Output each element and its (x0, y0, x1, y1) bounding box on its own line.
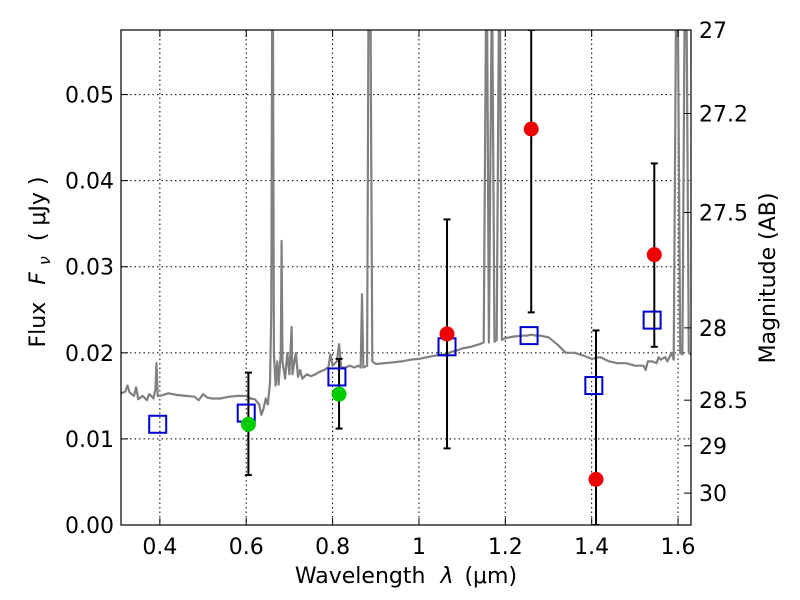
model-square-point (642, 310, 662, 330)
green-data-point (240, 416, 256, 432)
x-axis-label-unit: (μm) (464, 564, 517, 589)
red-data-point (439, 326, 455, 342)
y-axis-label-right: Magnitude (AB) (756, 193, 781, 364)
axis-ticks: 0.4 0.6 0.8 1 1.2 1.4 1.6 0.00 0.01 0.02 0.03 0.04 0… (65, 19, 748, 560)
red-data-point (588, 471, 604, 487)
y-axis-label-text: Flux (26, 302, 51, 348)
red-data-point (646, 247, 662, 263)
model-square-point (584, 376, 604, 396)
right-tick-label: 28.5 (699, 389, 748, 414)
y-axis-label-unit: ( μJy ) (26, 177, 51, 242)
plot-frame (120, 29, 692, 526)
x-axis-label: Wavelength λ (μm) (295, 564, 517, 589)
right-tick-label: 27.2 (699, 103, 748, 128)
y-axis-label-subscript: ν (35, 256, 54, 265)
x-tick-label: 1.4 (574, 535, 609, 560)
right-tick-label: 27 (699, 19, 727, 44)
y-tick-label: 0.02 (65, 342, 114, 367)
model-square-point (148, 414, 168, 434)
right-tick-label: 29 (699, 435, 727, 460)
model-square-point (519, 326, 539, 346)
grid-lines (121, 30, 691, 525)
y-axis-label-left: Flux F ν ( μJy ) (26, 177, 56, 348)
y-tick-label: 0.03 (65, 256, 114, 281)
x-tick-label: 0.4 (142, 535, 177, 560)
x-tick-label: 1.2 (488, 535, 523, 560)
right-tick-label: 30 (699, 482, 727, 507)
y-tick-label: 0.01 (65, 428, 114, 453)
x-tick-label: 0.6 (229, 535, 264, 560)
green-data-point (331, 386, 347, 402)
y-tick-label: 0.05 (65, 84, 114, 109)
x-tick-label: 0.8 (315, 535, 350, 560)
red-data-point (523, 121, 539, 137)
y-tick-label: 0.00 (65, 514, 114, 539)
y-axis-label-symbol: F (26, 272, 51, 285)
x-tick-label: 1.6 (661, 535, 696, 560)
x-axis-label-symbol: λ (439, 564, 453, 589)
plot-area (121, 30, 691, 525)
spectrum-line (121, 30, 691, 416)
model-square-point (327, 367, 347, 387)
x-tick-label: 1 (412, 535, 426, 560)
y-tick-label: 0.04 (65, 170, 114, 195)
x-axis-label-text: Wavelength (295, 564, 426, 589)
right-tick-label: 28 (699, 317, 727, 342)
right-tick-label: 27.5 (699, 202, 748, 227)
